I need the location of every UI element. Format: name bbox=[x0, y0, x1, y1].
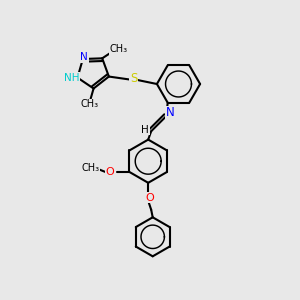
Text: N: N bbox=[80, 52, 88, 62]
Text: CH₃: CH₃ bbox=[110, 44, 128, 54]
Text: CH₃: CH₃ bbox=[80, 99, 98, 110]
Text: H: H bbox=[141, 125, 149, 135]
Text: O: O bbox=[145, 193, 154, 203]
Text: O: O bbox=[106, 167, 114, 177]
Text: NH: NH bbox=[64, 73, 80, 82]
Text: S: S bbox=[130, 72, 137, 85]
Text: N: N bbox=[166, 106, 175, 119]
Text: CH₃: CH₃ bbox=[81, 163, 100, 172]
